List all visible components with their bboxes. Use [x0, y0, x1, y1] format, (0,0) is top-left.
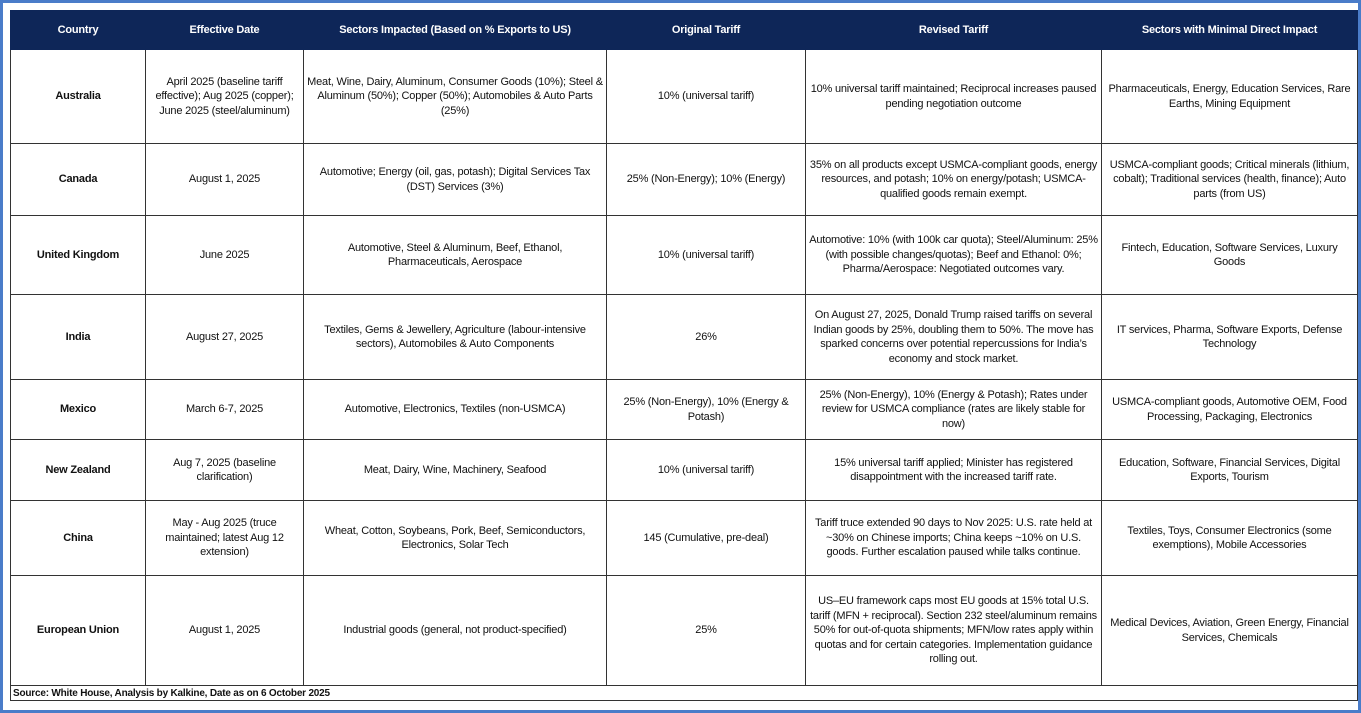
table-cell: 15% universal tariff applied; Minister h…	[805, 439, 1102, 501]
table-cell: August 1, 2025	[145, 143, 304, 216]
table-cell: 26%	[606, 294, 806, 380]
table-cell: 10% (universal tariff)	[606, 439, 806, 501]
table-cell: US–EU framework caps most EU goods at 15…	[805, 575, 1102, 686]
table-cell: June 2025	[145, 215, 304, 295]
country-cell: Canada	[10, 143, 146, 216]
table-cell: On August 27, 2025, Donald Trump raised …	[805, 294, 1102, 380]
table-cell: August 1, 2025	[145, 575, 304, 686]
country-cell: Australia	[10, 49, 146, 144]
country-cell: United Kingdom	[10, 215, 146, 295]
source-row: Source: White House, Analysis by Kalkine…	[10, 685, 1358, 701]
table-cell: 10% (universal tariff)	[606, 215, 806, 295]
country-cell: China	[10, 500, 146, 576]
source-note: Source: White House, Analysis by Kalkine…	[10, 685, 1358, 701]
table-cell: Automotive; Energy (oil, gas, potash); D…	[303, 143, 607, 216]
table-cell: USMCA-compliant goods; Critical minerals…	[1101, 143, 1358, 216]
table-row: China May - Aug 2025 (truce maintained; l…	[10, 500, 1358, 576]
table-cell: USMCA-compliant goods, Automotive OEM, F…	[1101, 379, 1358, 440]
tariff-table: Country Effective Date Sectors Impacted (B…	[10, 10, 1358, 701]
table-cell: Education, Software, Financial Services,…	[1101, 439, 1358, 501]
table-cell: 25% (Non-Energy), 10% (Energy & Potash)	[606, 379, 806, 440]
column-header: Effective Date	[145, 10, 304, 50]
table-cell: Meat, Wine, Dairy, Aluminum, Consumer Go…	[303, 49, 607, 144]
table-cell: 35% on all products except USMCA-complia…	[805, 143, 1102, 216]
table-cell: August 27, 2025	[145, 294, 304, 380]
header-row: Country Effective Date Sectors Impacted (B…	[10, 10, 1358, 50]
table-cell: 10% universal tariff maintained; Recipro…	[805, 49, 1102, 144]
table-cell: April 2025 (baseline tariff effective); …	[145, 49, 304, 144]
table-cell: Wheat, Cotton, Soybeans, Pork, Beef, Sem…	[303, 500, 607, 576]
table-cell: 25% (Non-Energy); 10% (Energy)	[606, 143, 806, 216]
table-cell: Tariff truce extended 90 days to Nov 202…	[805, 500, 1102, 576]
table-row: United Kingdom June 2025 Automotive, Steel…	[10, 215, 1358, 295]
table-cell: Industrial goods (general, not product-s…	[303, 575, 607, 686]
table-row: Canada August 1, 2025 Automotive; Energy (…	[10, 143, 1358, 216]
table-cell: Pharmaceuticals, Energy, Education Servi…	[1101, 49, 1358, 144]
table-cell: Textiles, Toys, Consumer Electronics (so…	[1101, 500, 1358, 576]
column-header: Country	[10, 10, 146, 50]
table-cell: Automotive, Electronics, Textiles (non-U…	[303, 379, 607, 440]
table-cell: Textiles, Gems & Jewellery, Agriculture …	[303, 294, 607, 380]
country-cell: Mexico	[10, 379, 146, 440]
table-cell: 25%	[606, 575, 806, 686]
country-cell: India	[10, 294, 146, 380]
country-cell: New Zealand	[10, 439, 146, 501]
table-cell: Automotive: 10% (with 100k car quota); S…	[805, 215, 1102, 295]
table-row: Mexico March 6-7, 2025 Automotive, Electro…	[10, 379, 1358, 440]
column-header: Original Tariff	[606, 10, 806, 50]
column-header: Sectors with Minimal Direct Impact	[1101, 10, 1358, 50]
table-cell: May - Aug 2025 (truce maintained; latest…	[145, 500, 304, 576]
table-row: European Union August 1, 2025 Industrial g…	[10, 575, 1358, 686]
column-header: Revised Tariff	[805, 10, 1102, 50]
table-cell: IT services, Pharma, Software Exports, D…	[1101, 294, 1358, 380]
country-cell: European Union	[10, 575, 146, 686]
table-cell: 10% (universal tariff)	[606, 49, 806, 144]
table-cell: Medical Devices, Aviation, Green Energy,…	[1101, 575, 1358, 686]
table-cell: March 6-7, 2025	[145, 379, 304, 440]
table-row: India August 27, 2025 Textiles, Gems & Jew…	[10, 294, 1358, 380]
table-row: Australia April 2025 (baseline tariff eff…	[10, 49, 1358, 144]
table-cell: Fintech, Education, Software Services, L…	[1101, 215, 1358, 295]
table-cell: 145 (Cumulative, pre-deal)	[606, 500, 806, 576]
table-cell: Automotive, Steel & Aluminum, Beef, Etha…	[303, 215, 607, 295]
table-row: New Zealand Aug 7, 2025 (baseline clarifi…	[10, 439, 1358, 501]
column-header: Sectors Impacted (Based on % Exports to …	[303, 10, 607, 50]
table-cell: 25% (Non-Energy), 10% (Energy & Potash);…	[805, 379, 1102, 440]
table-cell: Aug 7, 2025 (baseline clarification)	[145, 439, 304, 501]
table-cell: Meat, Dairy, Wine, Machinery, Seafood	[303, 439, 607, 501]
